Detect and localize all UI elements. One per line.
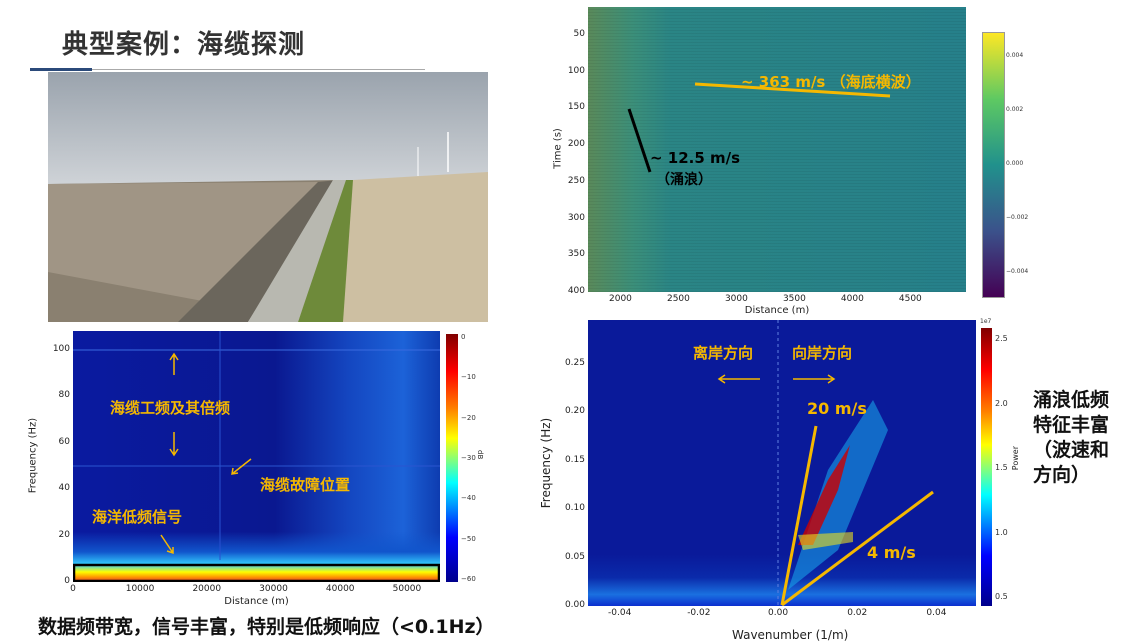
- colorbar-label-db: dB: [476, 450, 484, 460]
- y-tick-label: 0.15: [564, 454, 585, 465]
- y-tick-label: 150: [567, 102, 585, 113]
- low-frequency-box: [73, 563, 440, 582]
- fk-spectrum-plot: 离岸方向 向岸方向 20 m/s 4 m/s: [588, 320, 976, 606]
- annotation-363: ~ 363 m/s （海底横波）: [741, 73, 921, 91]
- annotation-12-5: ~ 12.5 m/s: [650, 149, 741, 167]
- annotation-swell: （涌浪）: [656, 172, 712, 188]
- annotation-power-frequency: 海缆工频及其倍频: [110, 399, 231, 417]
- y-axis-label: Frequency (Hz): [27, 417, 39, 493]
- colorbar-spectrum: [446, 334, 458, 582]
- y-tick-label: 60: [58, 436, 70, 447]
- x-tick-label: 10000: [125, 584, 155, 594]
- colorbar-tick-label: 0.000: [1006, 160, 1024, 167]
- annotation-4ms: 4 m/s: [867, 543, 916, 562]
- y-tick-label: 300: [567, 212, 585, 223]
- colorbar-tick-label: −50: [461, 534, 476, 543]
- x-tick-label: 30000: [259, 584, 288, 594]
- annotation-fault-location: 海缆故障位置: [260, 476, 351, 494]
- colorbar-tick-label: −60: [461, 575, 476, 583]
- y-axis-label: Frequency (Hz): [539, 417, 553, 509]
- colorbar-tick-label: 0.002: [1006, 106, 1024, 113]
- y-tick-label: 250: [567, 175, 585, 186]
- y-tick-label: 0.10: [564, 503, 585, 514]
- y-tick-label: 40: [58, 483, 70, 494]
- y-tick-label: 20: [58, 529, 70, 540]
- x-tick-label: 4000: [840, 294, 864, 304]
- y-tick-label: 0.00: [564, 600, 585, 610]
- x-tick-label: 2500: [666, 294, 690, 304]
- colorbar-tick-label: 1.0: [995, 527, 1008, 537]
- annotation-ocean-low-freq: 海洋低频信号: [92, 508, 183, 526]
- title-underline: [92, 69, 425, 70]
- colorbar-tick-label: −0.002: [1006, 214, 1029, 221]
- x-axis-label: Distance (m): [744, 305, 810, 316]
- y-tick-label: 200: [567, 139, 585, 150]
- annotation-20ms: 20 m/s: [807, 399, 867, 418]
- colorbar-top: [982, 32, 1005, 298]
- x-tick-label: -0.02: [687, 608, 711, 618]
- y-tick-label: 0: [64, 576, 70, 586]
- colorbar-tick-label: 2.5: [995, 334, 1008, 343]
- y-tick-label: 0.05: [564, 551, 585, 562]
- x-tick-label: 0.00: [768, 608, 789, 618]
- y-tick-label: 80: [58, 390, 70, 401]
- y-tick-label: 100: [567, 65, 585, 76]
- x-tick-label: 50000: [392, 584, 422, 594]
- annotation-onshore: 向岸方向: [792, 344, 853, 362]
- x-tick-label: 2000: [609, 294, 632, 304]
- y-tick-label: 100: [52, 343, 70, 354]
- x-tick-label: 3500: [782, 294, 806, 304]
- colorbar-tick-label: −40: [461, 494, 476, 503]
- colorbar-tick-label: −20: [461, 413, 476, 422]
- frequency-distance-spectrum: 海缆工频及其倍频 海缆故障位置 海洋低频信号: [73, 331, 440, 582]
- colorbar-tick-label: −0.004: [1006, 268, 1029, 275]
- colorbar-tick-label: 0.004: [1006, 52, 1024, 59]
- x-tick-label: 0: [70, 584, 76, 594]
- colorbar-tick-label: −10: [461, 373, 476, 382]
- seawall-photo: [48, 72, 488, 322]
- x-tick-label: -0.04: [608, 608, 632, 618]
- time-distance-plot: ~ 363 m/s （海底横波） ~ 12.5 m/s （涌浪）: [588, 7, 966, 292]
- annotation-offshore: 离岸方向: [693, 344, 754, 362]
- x-tick-label: 3000: [724, 294, 748, 304]
- colorbar-tick-label: 0.5: [995, 592, 1008, 601]
- x-tick-label: 0.04: [926, 608, 947, 618]
- fast-wave-line: [694, 82, 891, 98]
- colorbar-exponent: 1e7: [980, 318, 992, 325]
- x-tick-label: 20000: [192, 584, 222, 594]
- x-tick-label: 40000: [325, 584, 355, 594]
- x-tick-label: 0.02: [847, 608, 868, 618]
- title-underline-accent: [30, 68, 92, 71]
- slow-wave-line: [627, 108, 652, 173]
- y-tick-label: 0.25: [564, 357, 585, 368]
- colorbar-tick-label: 0: [461, 333, 466, 341]
- x-axis-label: Distance (m): [224, 596, 289, 607]
- colorbar-tick-label: 1.5: [995, 463, 1008, 472]
- bottom-caption: 数据频带宽，信号丰富，特别是低频响应（<0.1Hz）: [38, 616, 495, 638]
- y-tick-label: 0.20: [564, 406, 585, 417]
- x-axis-label: Wavenumber (1/m): [732, 628, 849, 642]
- y-tick-label: 350: [567, 249, 585, 260]
- colorbar-tick-label: 2.0: [995, 398, 1008, 408]
- y-tick-label: 50: [573, 28, 585, 39]
- side-caption: 涌浪低频特征丰富（波速和方向）: [1033, 389, 1110, 486]
- colorbar-tick-label: −30: [461, 454, 476, 462]
- x-tick-label: 4500: [898, 294, 922, 304]
- colorbar-label-power: Power: [1011, 446, 1020, 471]
- y-axis-label: Time (s): [552, 127, 564, 169]
- y-tick-label: 400: [567, 286, 585, 296]
- colorbar-fk: [981, 328, 992, 606]
- slide-title: 典型案例：海缆探测: [62, 30, 306, 60]
